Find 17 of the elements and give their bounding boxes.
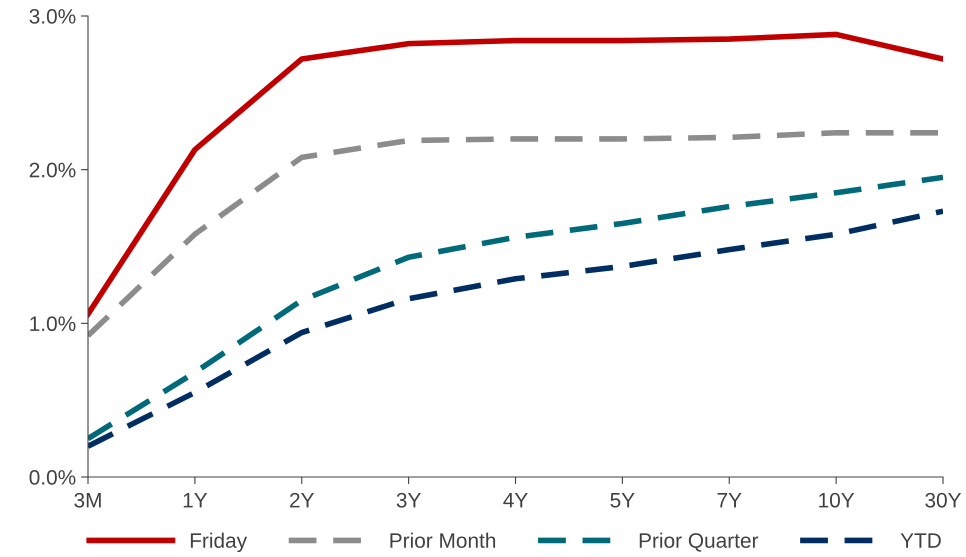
legend-label: Friday [190,532,248,552]
x-tick-label: 5Y [610,493,635,508]
x-tick-label: 7Y [718,493,742,508]
x-tick-label: 30Y [925,492,962,508]
x-tick-label: 3M [74,492,101,508]
legend-label: YTD [900,533,941,548]
x-tick-label: 1Y [184,493,208,508]
x-tick-label: 4Y [503,493,528,508]
x-tick-label: 3Y [396,492,421,508]
legend-label: Prior Month [390,532,496,548]
legend-label: Prior Quarter [640,532,758,552]
x-tick-label: 2Y [290,492,314,508]
y-tick-label: 3.0% [30,9,76,24]
y-tick-label: 2.0% [30,162,76,178]
x-tick-label: 10Y [819,492,854,508]
y-tick-label: 0.0% [30,470,76,485]
y-tick-label: 1.0% [30,316,76,332]
